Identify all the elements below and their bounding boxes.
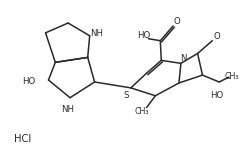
Text: S: S [123,91,129,100]
Text: O: O [214,32,220,41]
Text: HO: HO [137,31,150,40]
Text: CH₃: CH₃ [225,72,239,81]
Text: HO: HO [22,77,36,87]
Text: NH: NH [62,105,75,114]
Text: NH: NH [90,29,103,38]
Text: O: O [174,17,180,26]
Text: CH₃: CH₃ [134,107,149,116]
Text: N: N [181,54,187,63]
Text: HCl: HCl [14,134,32,144]
Text: HO: HO [211,91,224,100]
